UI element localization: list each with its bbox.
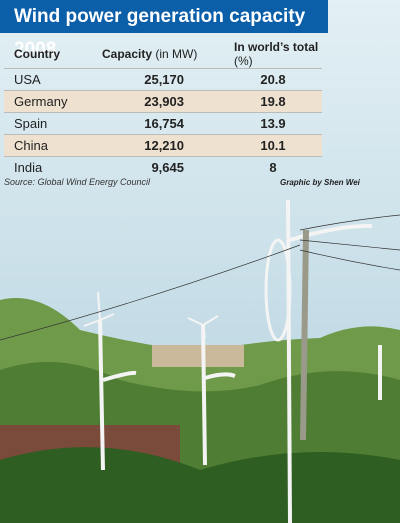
title: Wind power generation capacity 2008 (0, 0, 328, 60)
table-row: Spain 16,754 13.9 (4, 112, 322, 135)
table-row: India 9,645 8 (4, 156, 322, 178)
column-header: In world’s total (%) (224, 40, 322, 69)
source: Source: Global Wind Energy Council (4, 177, 150, 187)
table-cell: 23,903 (92, 90, 224, 113)
table-cell: India (4, 156, 92, 178)
header-text: Capacity (102, 47, 153, 61)
table-cell: Germany (4, 90, 92, 113)
header-text: Country (14, 47, 60, 61)
header-unit: (%) (234, 54, 253, 68)
table-row: Germany 23,903 19.8 (4, 90, 322, 113)
table-cell: 19.8 (224, 90, 322, 113)
table-cell: USA (4, 68, 92, 91)
table-cell: China (4, 134, 92, 157)
table-cell: 10.1 (224, 134, 322, 157)
table-row: China 12,210 10.1 (4, 134, 322, 157)
table-cell: 20.8 (224, 68, 322, 91)
column-header: Country (4, 40, 92, 69)
table-cell: 13.9 (224, 112, 322, 135)
table-row: USA 25,170 20.8 (4, 68, 322, 91)
table-cell: Spain (4, 112, 92, 135)
table-cell: 12,210 (92, 134, 224, 157)
header-row: Country Capacity (in MW) In world’s total … (4, 40, 322, 69)
credit: Graphic by Shen Wei (280, 178, 360, 187)
table-cell: 16,754 (92, 112, 224, 135)
header-text: In world’s total (234, 40, 319, 54)
data-table: Country Capacity (in MW) In world’s total … (4, 40, 322, 178)
table-cell: 8 (224, 156, 322, 178)
table-cell: 9,645 (92, 156, 224, 178)
table-cell: 25,170 (92, 68, 224, 91)
column-header: Capacity (in MW) (92, 40, 224, 69)
header-unit: (in MW) (155, 47, 198, 61)
